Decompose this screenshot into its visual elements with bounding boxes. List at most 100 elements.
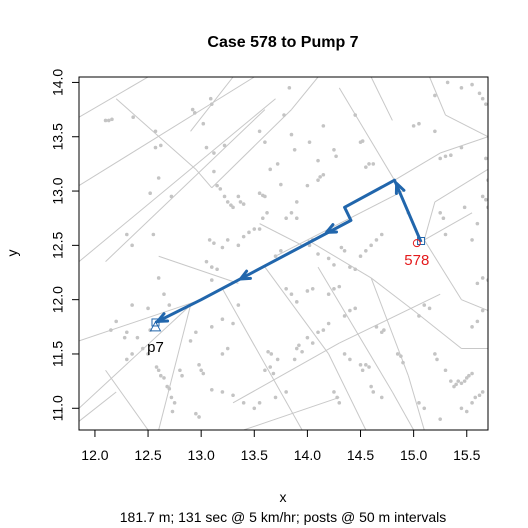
chart-subtitle: 181.7 m; 131 sec @ 5 km/hr; posts @ 50 m… xyxy=(120,509,446,525)
distance-post xyxy=(180,373,184,378)
road-segment xyxy=(221,288,303,430)
x-tick-label: 12.5 xyxy=(134,447,161,463)
distance-post xyxy=(222,143,227,148)
road-segment xyxy=(79,299,202,342)
distance-posts xyxy=(103,80,488,421)
distance-post xyxy=(321,124,326,128)
road-segment xyxy=(79,77,149,118)
distance-post xyxy=(441,216,446,220)
distance-post xyxy=(247,230,251,235)
distance-post xyxy=(342,248,347,253)
distance-post xyxy=(212,169,216,174)
distance-post xyxy=(241,202,246,206)
distance-post xyxy=(433,352,437,356)
distance-post xyxy=(371,162,376,166)
road-segment xyxy=(317,266,393,393)
distance-post xyxy=(220,245,225,250)
distance-post xyxy=(110,117,114,122)
route-arrow xyxy=(325,223,339,234)
y-tick-label: 12.5 xyxy=(50,232,66,259)
road-segment xyxy=(79,304,191,409)
distance-post xyxy=(454,382,458,387)
distance-post xyxy=(484,156,488,161)
distance-post xyxy=(215,267,219,272)
road-segment xyxy=(243,396,340,430)
distance-post xyxy=(172,401,177,405)
distance-post xyxy=(310,341,315,345)
distance-post xyxy=(153,129,158,134)
distance-post xyxy=(199,368,203,373)
case-marker xyxy=(412,239,421,248)
y-tick-label: 11.0 xyxy=(50,395,66,421)
road-segment xyxy=(391,391,415,430)
distance-post xyxy=(220,352,225,356)
distance-post xyxy=(268,365,273,369)
distance-post xyxy=(321,328,326,332)
distance-post xyxy=(358,363,363,367)
distance-post xyxy=(289,210,294,215)
distance-post xyxy=(146,306,150,311)
distance-post xyxy=(445,80,450,85)
distance-post xyxy=(212,241,216,245)
route-arrow xyxy=(156,312,170,323)
distance-post xyxy=(470,82,474,87)
distance-post xyxy=(374,238,379,242)
distance-post xyxy=(238,200,243,204)
road-segment xyxy=(115,98,197,170)
pump-label: p7 xyxy=(147,339,164,356)
road-segment xyxy=(370,277,414,311)
distance-post xyxy=(470,401,474,405)
distance-post xyxy=(364,363,368,367)
distance-post xyxy=(427,306,432,311)
road-segment xyxy=(413,310,462,349)
distance-post xyxy=(220,390,225,394)
distance-post xyxy=(125,357,129,362)
distance-post xyxy=(326,256,331,261)
distance-post xyxy=(148,191,152,196)
distance-post xyxy=(125,232,129,237)
distance-post xyxy=(438,417,442,421)
distance-post xyxy=(332,390,336,394)
distance-post xyxy=(130,352,134,356)
distance-post xyxy=(162,376,166,380)
distance-post xyxy=(159,373,163,378)
x-tick-label: 13.0 xyxy=(188,447,215,463)
distance-post xyxy=(292,147,297,152)
distance-post xyxy=(289,132,294,137)
distance-post xyxy=(335,395,339,400)
distance-post xyxy=(252,227,257,231)
distance-post xyxy=(252,406,257,411)
x-tick-label: 15.5 xyxy=(453,447,480,463)
distance-post xyxy=(316,330,320,335)
distance-post xyxy=(294,300,299,304)
distance-post xyxy=(443,368,448,373)
distance-post xyxy=(348,357,352,362)
distance-post xyxy=(443,154,448,159)
x-axis: 12.0 12.5 13.0 13.5 14.0 14.5 15.0 15.5 xyxy=(81,430,481,463)
distance-post xyxy=(279,182,283,187)
distance-post xyxy=(462,379,467,383)
distance-post xyxy=(337,401,342,405)
distance-post xyxy=(273,395,278,400)
endpoint-square xyxy=(417,237,426,246)
distance-post xyxy=(209,265,214,269)
distance-post xyxy=(140,346,145,351)
distance-post xyxy=(477,91,482,96)
distance-post xyxy=(103,118,108,123)
y-tick-label: 14.0 xyxy=(50,69,66,96)
distance-post xyxy=(114,319,118,324)
distance-post xyxy=(197,415,201,419)
distance-post xyxy=(257,227,262,231)
case-label: 578 xyxy=(404,252,429,269)
distance-post xyxy=(188,339,193,343)
distance-post xyxy=(294,216,299,220)
distance-post xyxy=(257,401,262,405)
distance-post xyxy=(294,200,299,204)
road-segment xyxy=(105,369,149,430)
distance-post xyxy=(358,254,363,259)
road-segment xyxy=(440,136,488,154)
route-arrow xyxy=(394,181,406,195)
distance-post xyxy=(208,96,213,101)
distance-post xyxy=(334,154,338,159)
distance-post xyxy=(464,409,469,414)
